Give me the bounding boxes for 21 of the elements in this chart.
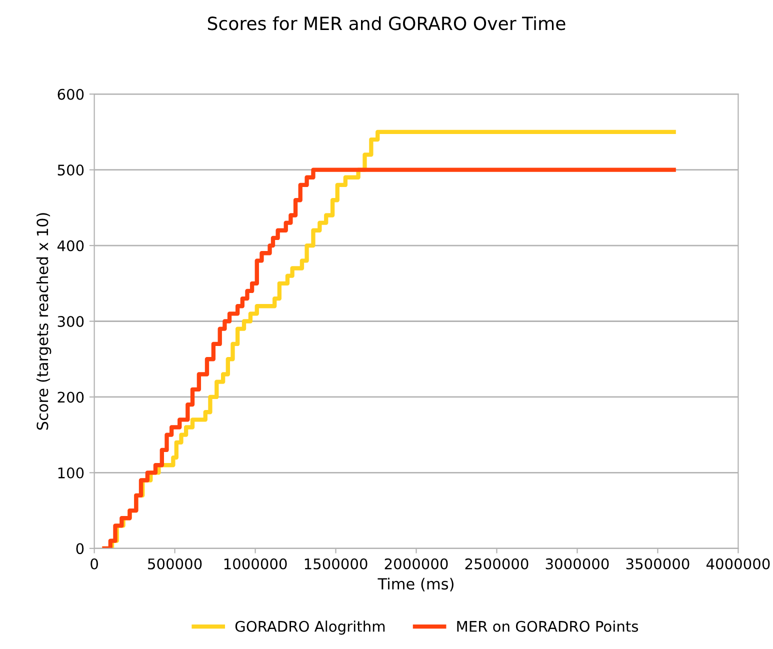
y-tick-label: 300 (58, 316, 84, 328)
x-tick-label: 1500000 (304, 558, 368, 570)
y-tick-label: 0 (76, 543, 84, 554)
x-tick-label: 2500000 (465, 558, 528, 570)
y-tick-label: 400 (57, 240, 84, 252)
x-tick-label: 3500000 (626, 558, 690, 570)
x-tick-label: 4000000 (706, 558, 770, 570)
x-tick-label: 3000000 (546, 558, 609, 570)
x-tick-label: 500000 (148, 558, 202, 570)
chart-title: Scores for MER and GORARO Over Time (208, 16, 566, 30)
legend-label: GORADRO Alogrithm (235, 620, 385, 635)
y-tick-label: 100 (58, 467, 84, 478)
x-tick-label: 0 (90, 558, 98, 570)
y-tick-label: 600 (58, 88, 84, 100)
x-tick-label: 1000000 (224, 558, 287, 570)
x-axis-title: Time (ms) (378, 578, 454, 592)
x-tick-label: 2000000 (384, 558, 448, 570)
y-axis-title: Score (targets reached x 10) (36, 213, 52, 430)
y-tick-label: 500 (58, 164, 84, 176)
y-tick-label: 200 (58, 392, 84, 403)
legend-label: MER on GORADRO Points (457, 620, 638, 632)
